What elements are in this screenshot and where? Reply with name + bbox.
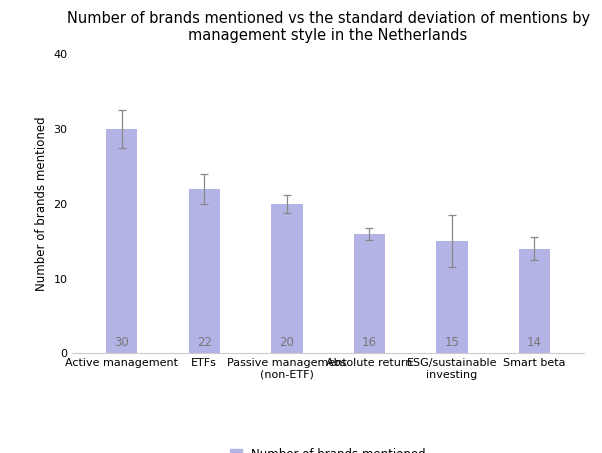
Text: 30: 30 <box>114 336 129 349</box>
Bar <box>188 189 220 353</box>
Bar <box>106 129 137 353</box>
Y-axis label: Number of brands mentioned: Number of brands mentioned <box>35 116 48 291</box>
Text: 16: 16 <box>362 336 377 349</box>
Legend: Number of brands mentioned: Number of brands mentioned <box>225 443 431 453</box>
Bar <box>519 249 550 353</box>
Bar <box>436 241 468 353</box>
Bar <box>353 234 385 353</box>
Text: 15: 15 <box>444 336 459 349</box>
Text: 22: 22 <box>197 336 212 349</box>
Text: 20: 20 <box>279 336 294 349</box>
Bar <box>271 204 303 353</box>
Text: 14: 14 <box>527 336 542 349</box>
Title: Number of brands mentioned vs the standard deviation of mentions by
management s: Number of brands mentioned vs the standa… <box>67 11 589 43</box>
